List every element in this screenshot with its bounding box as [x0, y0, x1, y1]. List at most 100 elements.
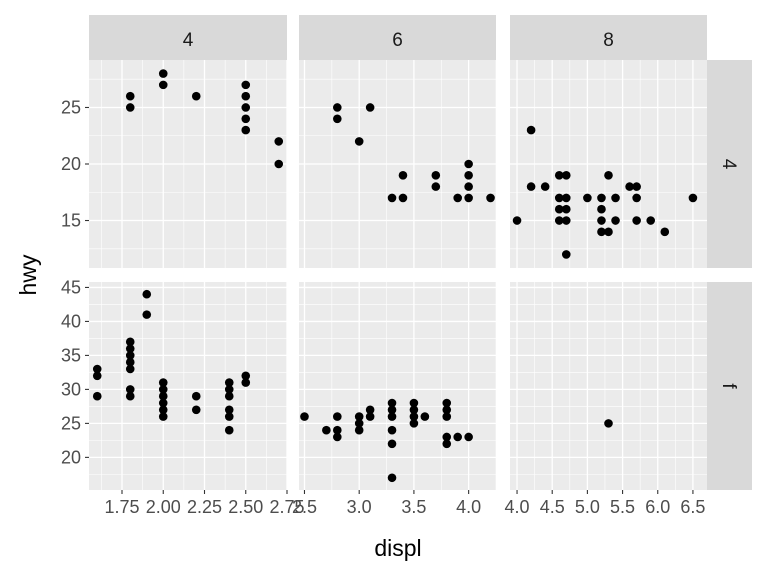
data-point: [453, 193, 462, 203]
data-point: [526, 182, 536, 191]
data-point: [125, 357, 135, 367]
panel-background: [299, 282, 496, 490]
data-point: [561, 193, 571, 203]
data-point: [387, 425, 397, 435]
data-point: [486, 193, 495, 203]
y-tick-label: 45: [61, 277, 81, 297]
data-point: [387, 398, 397, 408]
data-point: [125, 344, 135, 353]
data-point: [241, 378, 251, 387]
y-tick-label: 30: [61, 379, 81, 399]
data-point: [583, 193, 592, 203]
data-point: [464, 159, 473, 169]
data-point: [158, 391, 168, 401]
x-tick-label: 2.75: [269, 497, 304, 517]
y-tick-label: 20: [61, 447, 81, 467]
data-point: [625, 182, 634, 191]
data-point: [540, 182, 550, 191]
x-axes: 1.75 2.00 2.25 2.50 2.752.5 3.0 3.5 4.0 4.0 4.5 5.…: [104, 490, 705, 517]
data-point: [241, 103, 251, 112]
x-tick-label: 4.0: [505, 497, 530, 517]
data-point: [125, 385, 135, 394]
column-strip-6: [299, 15, 496, 60]
data-point: [92, 371, 102, 381]
panel-6-4: [299, 60, 497, 268]
y-tick-label: 25: [61, 97, 81, 117]
panel-background: [89, 282, 287, 490]
column-strip-label: 8: [603, 30, 614, 51]
y-tick-label: 20: [61, 154, 81, 174]
data-point: [224, 385, 234, 394]
x-tick-label: 6.0: [645, 497, 670, 517]
data-point: [464, 193, 473, 203]
panel-background: [510, 282, 707, 490]
panel-8-f: [510, 282, 707, 490]
y-axes: 15 20 25 20 25 30 35 40 45: [61, 97, 89, 467]
y-tick-label: 35: [61, 345, 81, 365]
y-axis-title: hwy: [15, 254, 41, 295]
data-point: [611, 193, 620, 203]
data-point: [688, 193, 698, 203]
column-strip-4: [89, 15, 287, 60]
x-axis-title: displ: [374, 535, 421, 561]
data-point: [464, 182, 473, 191]
data-point: [333, 412, 342, 421]
data-point: [604, 419, 613, 428]
data-point: [632, 193, 641, 203]
data-point: [387, 193, 397, 203]
row-strip-label: f: [718, 383, 739, 389]
data-point: [561, 250, 571, 259]
data-point: [409, 419, 419, 428]
row-strip-label: 4: [718, 159, 739, 170]
data-point: [431, 171, 441, 180]
data-point: [632, 216, 641, 225]
data-point: [442, 412, 452, 421]
data-point: [322, 425, 331, 435]
x-tick-label: 2.00: [146, 497, 181, 517]
data-point: [241, 91, 251, 101]
x-tick-label: 5.0: [575, 497, 600, 517]
x-tick-label: 5.5: [610, 497, 635, 517]
data-point: [300, 412, 309, 421]
data-point: [442, 439, 452, 449]
panel-4-f: [89, 282, 288, 490]
data-point: [241, 80, 251, 90]
x-tick-label: 6.5: [680, 497, 705, 517]
data-point: [561, 204, 571, 214]
data-point: [158, 385, 168, 394]
data-point: [442, 398, 452, 408]
data-point: [224, 405, 234, 415]
y-tick-label: 40: [61, 311, 81, 331]
data-point: [92, 364, 102, 374]
data-point: [561, 216, 571, 225]
data-point: [420, 412, 430, 421]
data-point: [365, 103, 375, 112]
data-point: [191, 405, 201, 415]
data-point: [224, 391, 234, 401]
data-point: [554, 216, 564, 225]
data-point: [125, 337, 135, 347]
data-point: [398, 193, 408, 203]
data-point: [554, 171, 564, 180]
data-point: [333, 432, 342, 442]
data-point: [512, 216, 522, 225]
panel-8-4: [510, 60, 707, 268]
data-point: [387, 473, 397, 483]
data-point: [125, 364, 135, 374]
column-strip-label: 4: [183, 30, 194, 51]
x-tick-label: 4.5: [540, 497, 565, 517]
data-point: [597, 204, 606, 214]
data-point: [191, 91, 201, 101]
data-point: [431, 182, 441, 191]
data-point: [158, 378, 168, 387]
data-point: [464, 432, 473, 442]
data-point: [354, 412, 364, 421]
data-point: [191, 391, 201, 401]
data-point: [158, 398, 168, 408]
data-point: [453, 432, 462, 442]
data-point: [646, 216, 656, 225]
data-point: [142, 310, 152, 319]
data-point: [604, 227, 613, 237]
data-point: [554, 193, 564, 203]
x-tick-label: 2.25: [187, 497, 222, 517]
